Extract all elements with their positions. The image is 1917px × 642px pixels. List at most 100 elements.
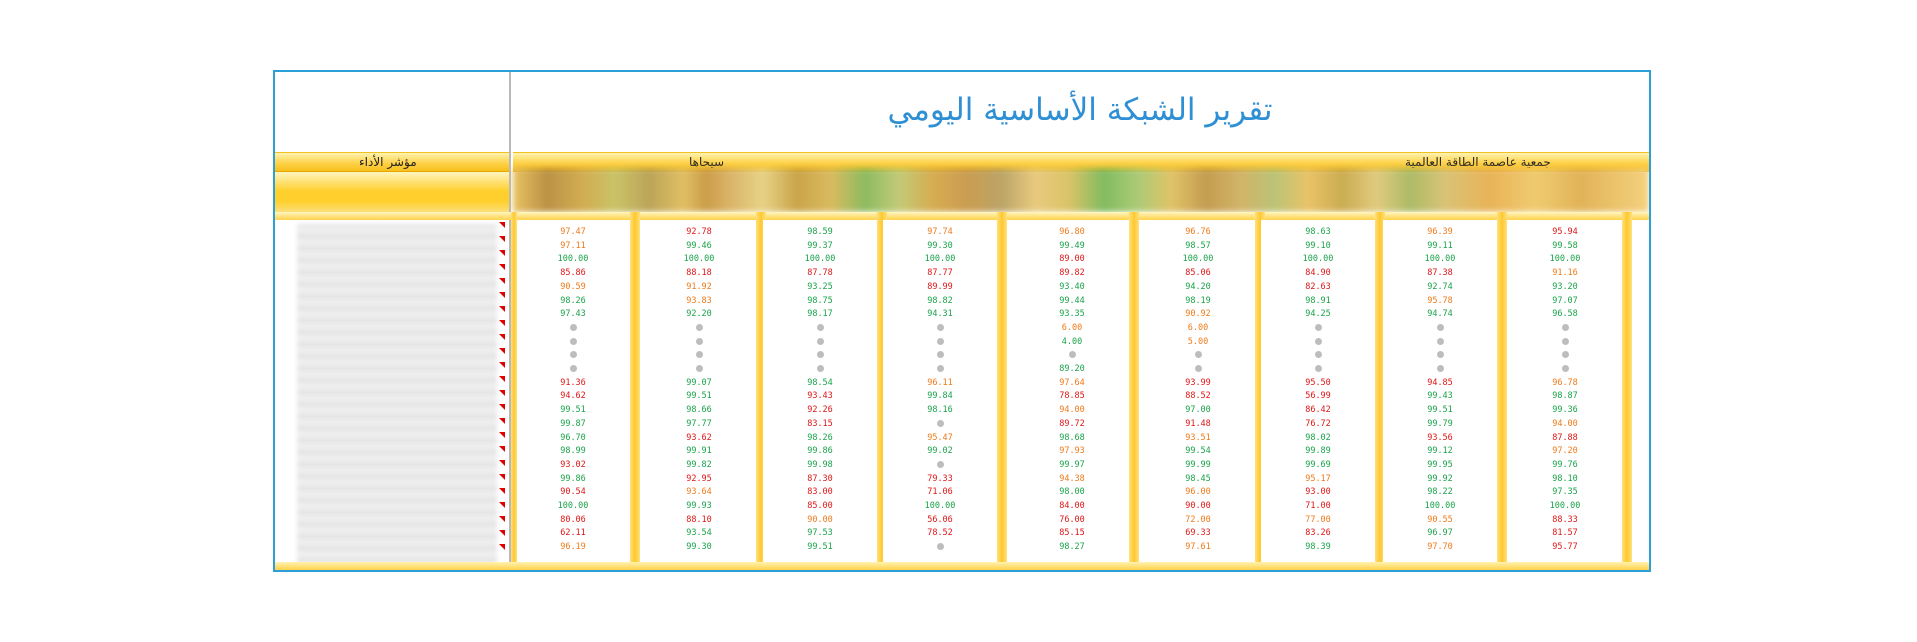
no-data-dot: [696, 337, 703, 345]
no-data-dot: [1562, 337, 1569, 345]
kpi-value: 5.00: [1187, 336, 1209, 347]
kpi-value: 93.64: [686, 487, 712, 498]
kpi-value: 99.02: [927, 446, 953, 457]
report-frame: تقرير الشبكة الأساسية اليومي مؤشر الأداء…: [273, 70, 1651, 572]
kpi-value: 97.43: [560, 309, 586, 320]
comment-marker: [499, 264, 505, 270]
kpi-value: 98.59: [807, 227, 833, 237]
kpi-value: 96.58: [1552, 309, 1578, 320]
no-data-dot: [937, 351, 944, 359]
kpi-value: 99.36: [1552, 405, 1578, 416]
kpi-value: 98.63: [1305, 227, 1331, 237]
no-data-dot: [570, 351, 577, 359]
kpi-value: 100.00: [683, 254, 715, 265]
kpi-value: 100.00: [1424, 254, 1456, 265]
column-separator: [1255, 212, 1265, 562]
kpi-value: 99.89: [1305, 446, 1331, 457]
no-data-dot: [1315, 351, 1322, 359]
kpi-value: 88.18: [686, 268, 712, 279]
comment-marker: [499, 320, 505, 326]
no-data-dot: [937, 365, 944, 372]
data-column: 98.63 99.10 100.00 84.90 82.63 98.91 94.25 95.5…: [1261, 220, 1375, 562]
kpi-value: 87.77: [927, 268, 953, 279]
kpi-value: 100.00: [1424, 501, 1456, 511]
kpi-header-label: مؤشر الأداء: [359, 155, 417, 169]
kpi-value: 90.55: [1427, 514, 1453, 525]
comment-marker: [499, 488, 505, 494]
comment-marker: [499, 278, 505, 284]
comment-marker: [499, 418, 505, 424]
kpi-value: 95.78: [1427, 295, 1453, 306]
kpi-value: 98.82: [927, 295, 953, 306]
kpi-value: 99.37: [807, 240, 833, 251]
kpi-value: 98.10: [1552, 473, 1578, 484]
column-separator: [1375, 212, 1385, 562]
kpi-value: 99.30: [927, 240, 953, 251]
kpi-value: 97.00: [1185, 405, 1211, 416]
kpi-value: 93.00: [1305, 487, 1331, 498]
no-data-dot: [937, 323, 944, 331]
kpi-value: 100.00: [1182, 254, 1214, 265]
comment-marker: [499, 348, 505, 354]
region-right-label: جمعية عاصمة الطاقة العالمية: [1405, 155, 1551, 169]
column-separator: [1129, 212, 1139, 562]
kpi-value: 97.07: [1552, 295, 1578, 306]
kpi-value: 99.51: [807, 542, 833, 553]
column-separator: [997, 212, 1007, 562]
kpi-value: 89.99: [927, 281, 953, 292]
bottom-bar: [275, 562, 1649, 570]
no-data-dot: [937, 543, 944, 551]
kpi-value: 93.51: [1185, 432, 1211, 443]
kpi-value: 100.00: [557, 501, 589, 511]
kpi-value: 96.76: [1185, 227, 1211, 237]
kpi-value: 97.35: [1552, 487, 1578, 498]
kpi-value: 98.22: [1427, 487, 1453, 498]
no-data-dot: [817, 323, 824, 331]
kpi-value: 95.77: [1552, 542, 1578, 553]
comment-marker: [499, 376, 505, 382]
kpi-value: 89.82: [1059, 268, 1085, 279]
kpi-value: 93.02: [560, 459, 586, 470]
kpi-value: 98.66: [686, 405, 712, 416]
kpi-value: 97.74: [927, 227, 953, 237]
comment-marker: [499, 390, 505, 396]
kpi-value: 97.47: [560, 227, 586, 237]
no-data-dot: [937, 337, 944, 345]
kpi-value: 92.78: [686, 227, 712, 237]
kpi-value: 90.00: [807, 514, 833, 525]
kpi-value: 99.69: [1305, 459, 1331, 470]
kpi-value: 97.20: [1552, 446, 1578, 457]
kpi-value: 98.75: [807, 295, 833, 306]
no-data-dot: [1195, 351, 1202, 359]
no-data-dot: [937, 460, 944, 468]
kpi-value: 94.00: [1059, 405, 1085, 416]
kpi-value: 94.00: [1552, 418, 1578, 429]
kpi-value: 100.00: [1302, 254, 1334, 265]
kpi-value: 97.53: [807, 528, 833, 539]
kpi-value: 88.33: [1552, 514, 1578, 525]
kpi-value: 81.57: [1552, 528, 1578, 539]
kpi-value: 97.11: [560, 240, 586, 251]
data-column: 96.76 98.57 100.00 85.06 94.20 98.19 90.92 6.00…: [1141, 220, 1255, 562]
kpi-value: 100.00: [804, 254, 836, 265]
kpi-value: 89.20: [1059, 364, 1085, 374]
kpi-value: 84.00: [1059, 501, 1085, 511]
comment-marker: [499, 432, 505, 438]
kpi-value: 91.36: [560, 377, 586, 388]
comment-marker: [499, 516, 505, 522]
comment-marker: [499, 306, 505, 312]
kpi-value: 94.38: [1059, 473, 1085, 484]
kpi-value: 87.38: [1427, 268, 1453, 279]
no-data-dot: [1437, 323, 1444, 331]
no-data-dot: [1069, 351, 1076, 359]
kpi-value: 99.43: [1427, 391, 1453, 402]
comment-marker: [499, 250, 505, 256]
kpi-value: 91.48: [1185, 418, 1211, 429]
kpi-value: 93.62: [686, 432, 712, 443]
no-data-dot: [696, 351, 703, 359]
kpi-value: 90.59: [560, 281, 586, 292]
kpi-value: 87.30: [807, 473, 833, 484]
data-column: 97.47 97.11 100.00 85.86 90.59 98.26 97.43 91.3…: [516, 220, 630, 562]
comment-marker: [499, 502, 505, 508]
kpi-value: 99.07: [686, 377, 712, 388]
